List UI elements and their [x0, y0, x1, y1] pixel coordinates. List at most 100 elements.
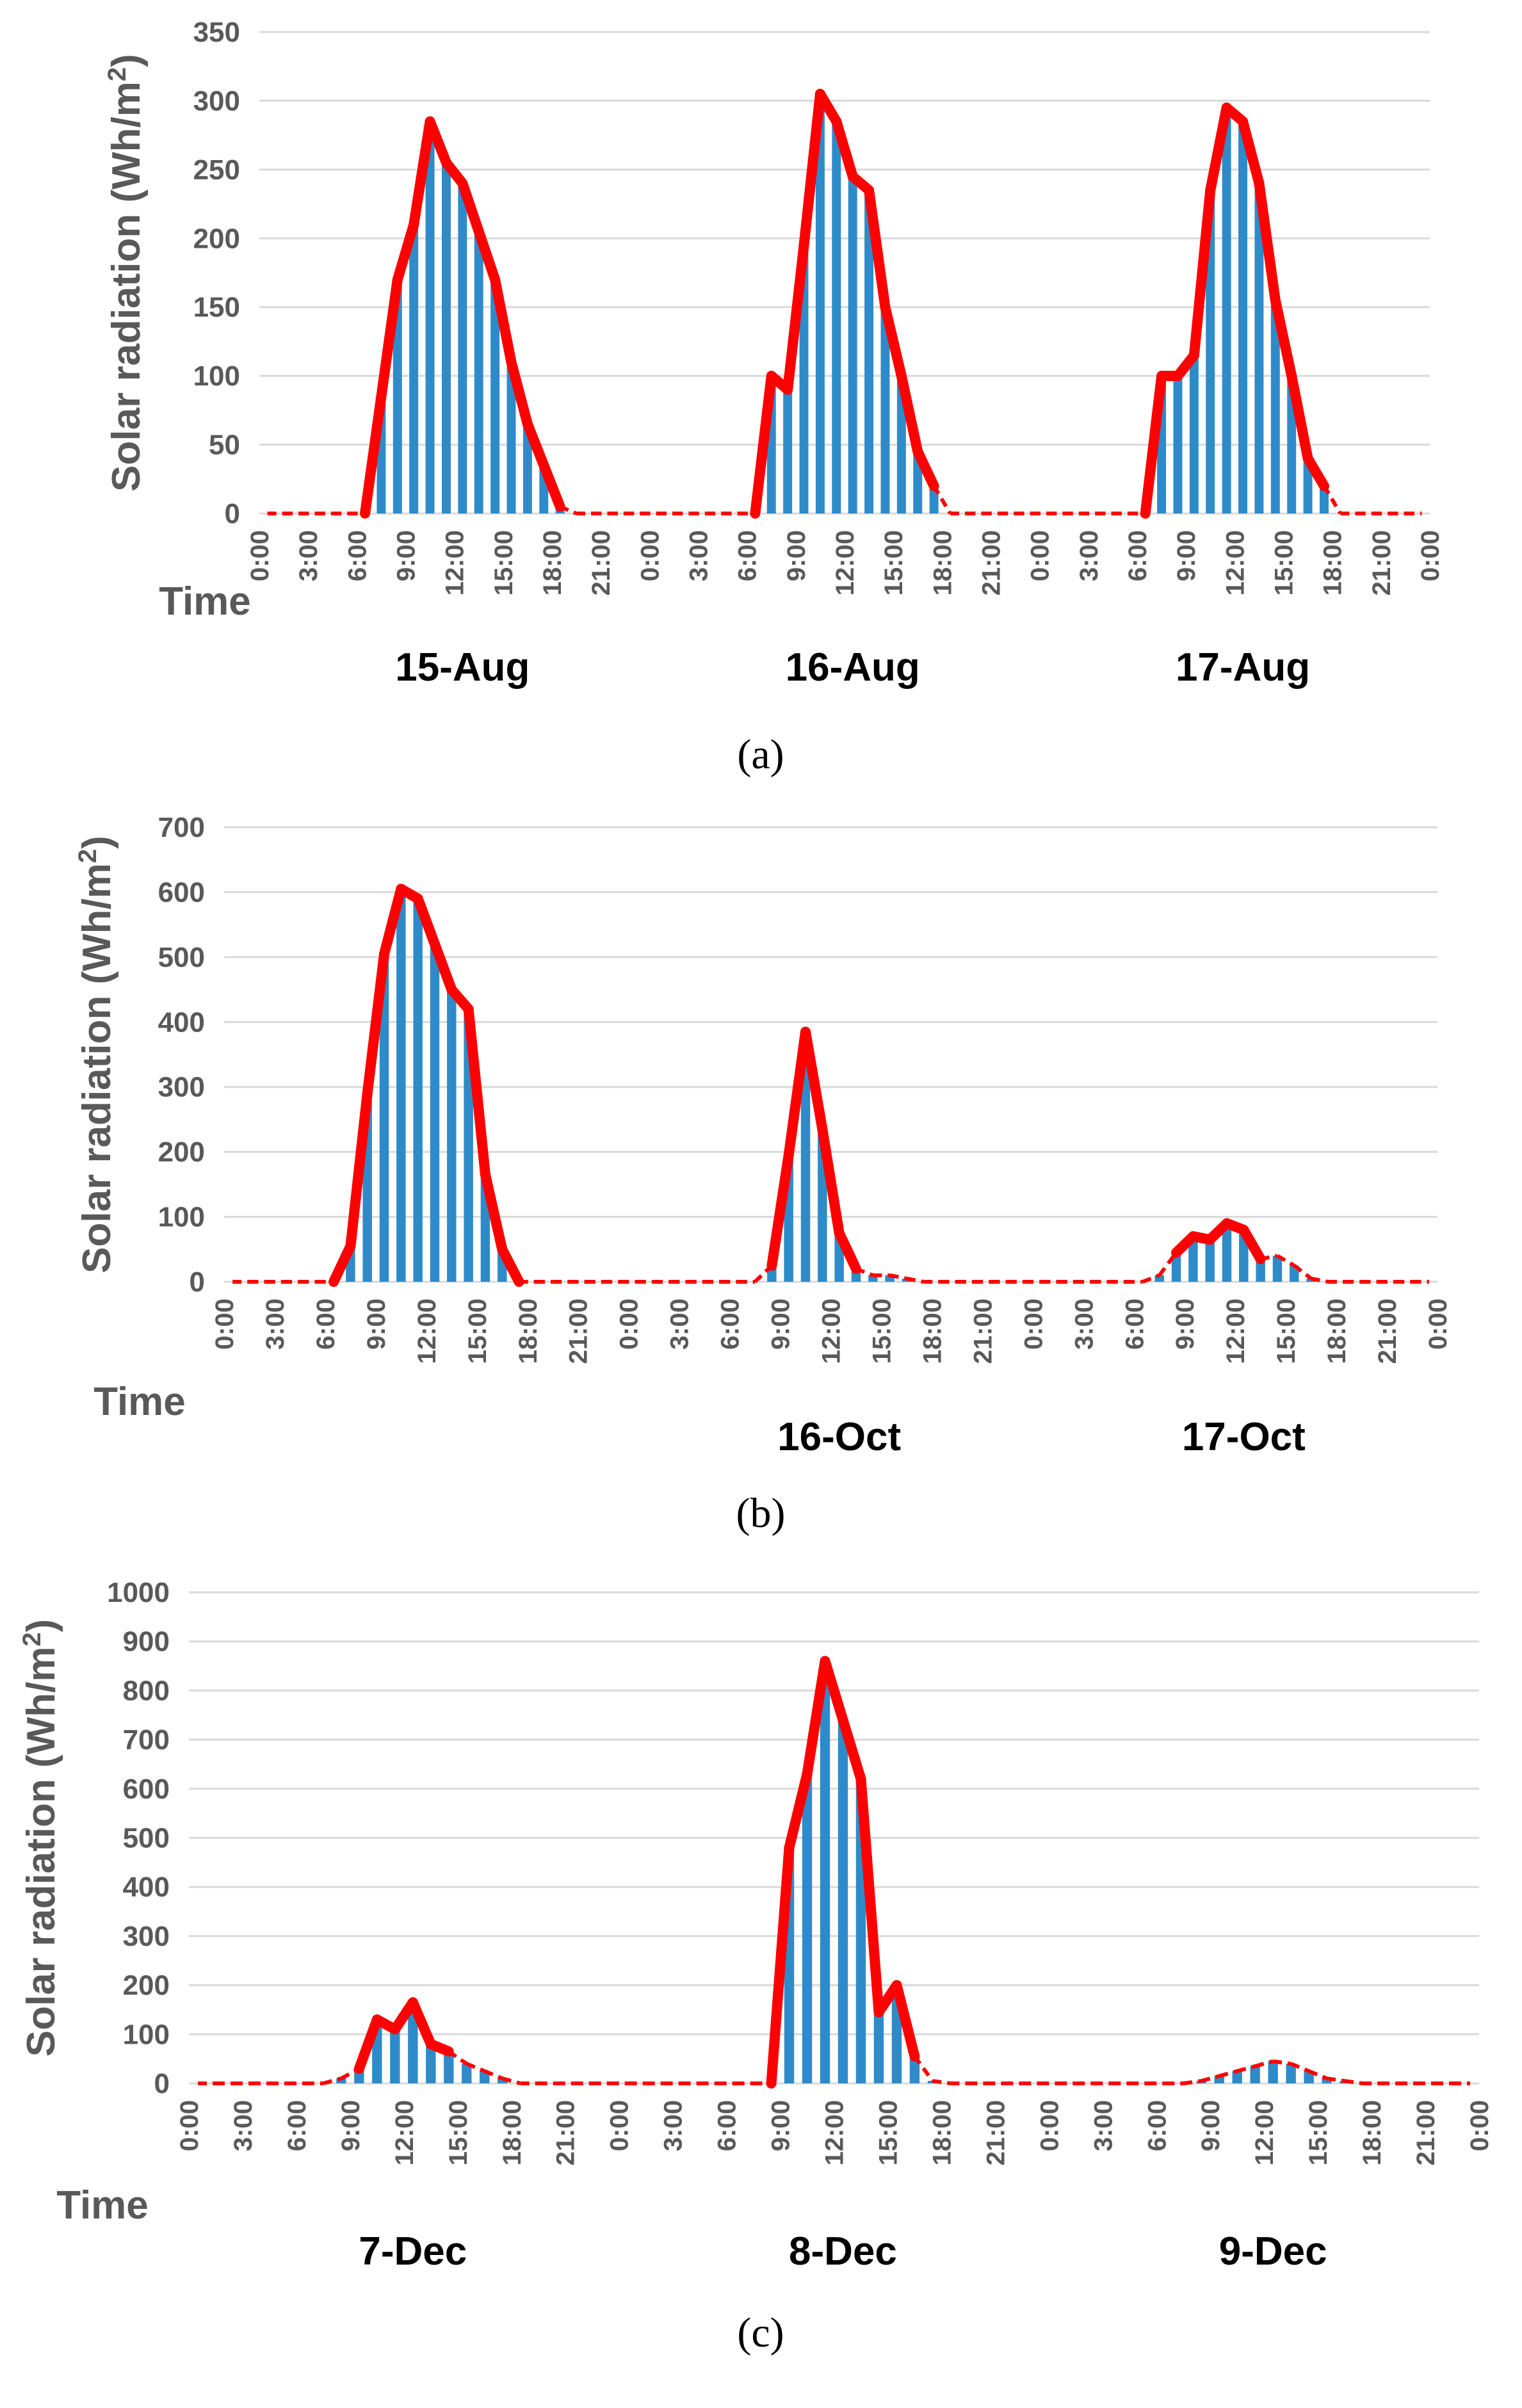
y-tick-label: 400 — [158, 1006, 205, 1038]
x-tick-label: 12:00 — [413, 1298, 441, 1364]
y-tick-label: 300 — [123, 1921, 170, 1952]
x-tick-label: 6:00 — [734, 530, 762, 581]
bar — [1238, 122, 1247, 513]
y-tick-label: 100 — [158, 1202, 205, 1233]
y-tick-label: 500 — [123, 1823, 170, 1854]
series-line-segment — [1183, 2081, 1201, 2083]
bar — [802, 1774, 812, 2083]
x-tick-label: 15:00 — [464, 1298, 492, 1364]
series-line-segment — [1273, 2061, 1291, 2064]
bar — [458, 183, 467, 513]
bar — [390, 2030, 400, 2083]
bar — [874, 2012, 884, 2083]
x-tick-label: 21:00 — [552, 2100, 580, 2165]
x-tick-label: 15:00 — [444, 2100, 473, 2165]
day-label: 9-Dec — [1219, 2229, 1327, 2274]
x-tick-label: 6:00 — [716, 1298, 745, 1350]
y-tick-label: 900 — [123, 1626, 170, 1658]
x-tick-label: 0:00 — [246, 530, 274, 581]
y-tick-label: 400 — [123, 1871, 170, 1903]
y-tick-label: 0 — [154, 2068, 170, 2099]
x-tick-label: 0:00 — [1416, 530, 1445, 581]
x-tick-label: 15:00 — [1270, 530, 1299, 595]
y-tick-label: 1000 — [107, 1577, 170, 1608]
x-tick-label: 15:00 — [868, 1298, 896, 1364]
day-label: 17-Aug — [1176, 645, 1310, 690]
x-tick-label: 6:00 — [312, 1298, 340, 1350]
y-tick-label: 0 — [225, 498, 240, 529]
x-tick-label: 18:00 — [928, 530, 957, 595]
x-axis-label: Time — [159, 579, 251, 624]
x-tick-label: 21:00 — [587, 530, 615, 595]
x-tick-label: 21:00 — [1368, 530, 1396, 595]
bar — [1222, 108, 1231, 513]
x-axis-label: Time — [56, 2183, 149, 2227]
x-tick-label: 21:00 — [1373, 1298, 1402, 1364]
x-tick-label: 0:00 — [1026, 530, 1055, 581]
day-label: 8-Dec — [789, 2229, 897, 2274]
x-tick-label: 9:00 — [767, 1298, 795, 1350]
x-tick-label: 18:00 — [514, 1298, 542, 1364]
series-line-segment — [431, 2044, 449, 2052]
x-tick-label: 3:00 — [1089, 2100, 1117, 2151]
bar — [413, 899, 422, 1282]
day-label: 15-Aug — [395, 645, 530, 690]
x-tick-label: 15:00 — [880, 530, 908, 595]
bar — [783, 390, 792, 513]
x-tick-label: 12:00 — [831, 530, 859, 595]
y-tick-label: 200 — [193, 223, 240, 254]
x-tick-label: 12:00 — [441, 530, 469, 595]
bar — [832, 122, 841, 513]
x-tick-label: 3:00 — [261, 1298, 289, 1350]
x-tick-label: 21:00 — [982, 2100, 1010, 2165]
x-tick-label: 9:00 — [362, 1298, 391, 1350]
y-tick-label: 300 — [193, 85, 240, 117]
day-label: 7-Dec — [359, 2229, 467, 2274]
x-tick-label: 0:00 — [211, 1298, 239, 1350]
x-tick-label: 9:00 — [767, 2100, 795, 2151]
x-tick-label: 6:00 — [283, 2100, 311, 2151]
bar — [426, 122, 435, 513]
y-axis-label: Solar radiation (Wh/m2) — [103, 54, 149, 492]
x-tick-label: 18:00 — [1358, 2100, 1386, 2165]
x-tick-label: 0:00 — [606, 2100, 634, 2151]
x-tick-label: 6:00 — [1124, 530, 1152, 581]
x-tick-label: 0:00 — [615, 1298, 644, 1350]
x-tick-label: 9:00 — [1172, 530, 1201, 581]
x-tick-label: 21:00 — [1412, 2100, 1440, 2165]
x-tick-label: 3:00 — [666, 1298, 694, 1350]
x-tick-label: 3:00 — [295, 530, 323, 581]
y-tick-label: 500 — [158, 942, 205, 973]
y-tick-label: 300 — [158, 1072, 205, 1103]
panel-label: (b) — [736, 1490, 786, 1537]
x-tick-label: 18:00 — [928, 2100, 956, 2165]
x-tick-label: 3:00 — [1070, 1298, 1098, 1350]
panel-label: (c) — [737, 2309, 784, 2356]
bar — [1190, 355, 1199, 513]
bar — [848, 177, 857, 513]
x-tick-label: 18:00 — [1323, 1298, 1351, 1364]
y-tick-label: 150 — [193, 292, 240, 323]
bar — [396, 889, 405, 1282]
x-tick-label: 0:00 — [1424, 1298, 1452, 1350]
bar — [447, 990, 456, 1282]
x-tick-label: 18:00 — [498, 2100, 526, 2165]
x-tick-label: 0:00 — [1019, 1298, 1048, 1350]
y-tick-label: 800 — [123, 1675, 170, 1706]
x-tick-label: 21:00 — [565, 1298, 593, 1364]
y-tick-label: 350 — [193, 17, 240, 48]
panel-label: (a) — [737, 731, 784, 778]
x-tick-label: 18:00 — [1319, 530, 1347, 595]
x-tick-label: 12:00 — [1221, 530, 1249, 595]
x-tick-label: 18:00 — [918, 1298, 946, 1364]
x-tick-label: 18:00 — [538, 530, 567, 595]
x-tick-label: 12:00 — [818, 1298, 846, 1364]
x-tick-label: 3:00 — [660, 2100, 688, 2151]
x-tick-label: 12:00 — [1222, 1298, 1250, 1364]
y-tick-label: 700 — [123, 1724, 170, 1756]
x-tick-label: 0:00 — [636, 530, 664, 581]
y-tick-label: 0 — [190, 1266, 205, 1298]
x-tick-label: 6:00 — [1121, 1298, 1149, 1350]
bar — [1250, 2066, 1259, 2083]
x-tick-label: 15:00 — [874, 2100, 902, 2165]
